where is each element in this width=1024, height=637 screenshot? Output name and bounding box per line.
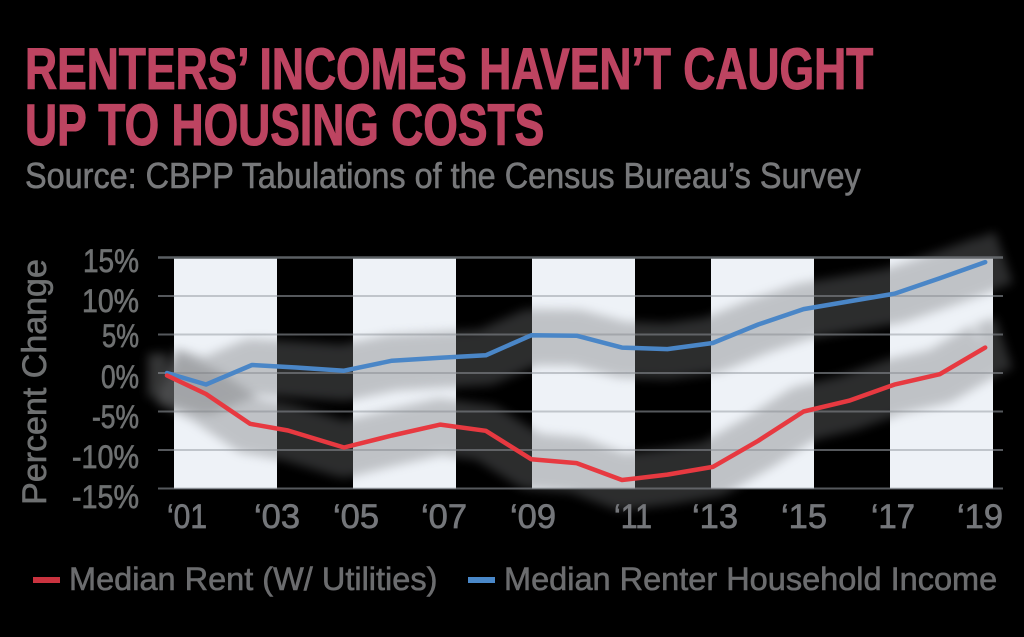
svg-text:15%: 15%	[83, 243, 139, 279]
svg-text:10%: 10%	[82, 283, 139, 319]
svg-text:‘01: ‘01	[167, 498, 207, 536]
svg-text:-10%: -10%	[72, 439, 139, 475]
svg-text:5%: 5%	[102, 318, 139, 354]
svg-text:-5%: -5%	[92, 399, 139, 435]
svg-text:0%: 0%	[101, 359, 139, 395]
svg-text:‘07: ‘07	[421, 498, 467, 536]
svg-text:Percent Change: Percent Change	[16, 259, 54, 505]
svg-text:‘17: ‘17	[871, 498, 915, 536]
svg-text:‘15: ‘15	[781, 498, 827, 536]
svg-text:-15%: -15%	[72, 479, 139, 515]
svg-text:‘09: ‘09	[510, 498, 556, 536]
svg-text:‘03: ‘03	[254, 498, 300, 536]
svg-text:‘19: ‘19	[957, 498, 1003, 536]
svg-text:‘05: ‘05	[333, 498, 379, 536]
svg-text:‘13: ‘13	[692, 498, 738, 536]
svg-text:‘11: ‘11	[614, 498, 652, 536]
